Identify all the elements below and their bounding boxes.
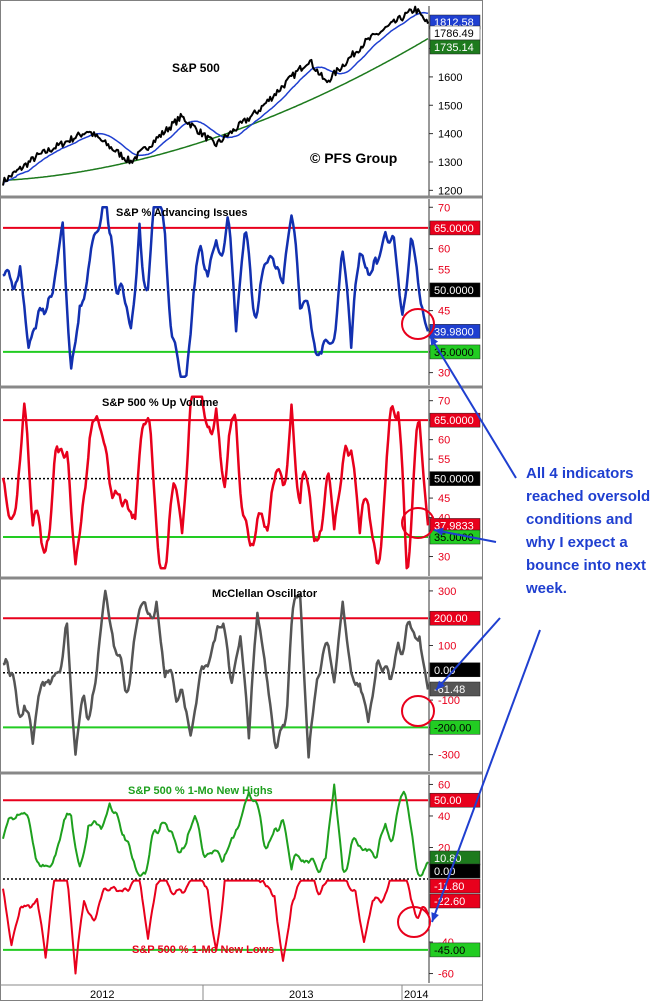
value-callout-label: 50.0000 (434, 474, 474, 486)
y-tick-label: 60 (438, 244, 450, 256)
ma50-line (2, 11, 429, 186)
oversold-annotation: All 4 indicators reached oversold condit… (526, 462, 666, 600)
y-tick-label: 300 (438, 586, 456, 598)
value-callout-label: 65.0000 (434, 223, 474, 235)
x-axis: 2012 2013 2014 (0, 984, 482, 1001)
annotation-line: reached oversold (526, 488, 651, 505)
y-tick-label: 1300 (438, 157, 462, 169)
price-line (2, 5, 429, 186)
y-tick-label: 100 (438, 640, 456, 652)
y-tick-label: -300 (438, 750, 460, 762)
panel-title: S&P % Advancing Issues (116, 207, 247, 219)
value-callout (429, 942, 481, 958)
annotation-arrow (433, 529, 497, 543)
y-tick-label: 1600 (438, 72, 462, 84)
annotation-arrowhead (430, 336, 439, 346)
panel-highslows: -60-40204060S&P 500 % 1-Mo New HighsS&P … (0, 771, 482, 983)
y-tick-label: 45 (438, 306, 450, 318)
mcclellan-line (2, 589, 430, 759)
panel-sp500: 120013001400150016001700S&P 500© PFS Gro… (2, 5, 481, 197)
value-callout (429, 471, 481, 486)
y-tick-label: -100 (438, 695, 460, 707)
annotation-line: All 4 indicators (526, 465, 634, 482)
value-callout (429, 529, 481, 545)
y-tick-label: 1400 (438, 129, 462, 141)
value-callout-label: 65.0000 (434, 415, 474, 427)
value-callout-label: -200.00 (434, 722, 471, 734)
annotation-arrow (429, 335, 517, 479)
value-callout-label: 1786.49 (434, 28, 474, 40)
annotation-arrow (431, 629, 541, 923)
value-callout (429, 282, 481, 298)
y-tick-label: 40 (438, 811, 450, 823)
y-tick-label: 70 (438, 396, 450, 408)
oversold-highlight-circle (401, 507, 435, 539)
new-lows-line (2, 879, 429, 975)
value-callout (429, 878, 481, 894)
panel-advancing: 303540455055606570S&P % Advancing Issues… (0, 195, 482, 385)
value-callout (429, 792, 481, 808)
annotation-line: bounce into next (526, 557, 646, 574)
value-callout-label: -22.60 (434, 896, 465, 908)
oversold-highlight-circle (401, 695, 435, 727)
value-callout (429, 220, 481, 236)
y-tick-label: 1200 (438, 185, 462, 197)
value-callout-label: 37.9833 (434, 520, 474, 532)
panel-title: S&P 500 (172, 61, 220, 75)
watermark: © PFS Group (310, 150, 397, 166)
value-callout (429, 863, 481, 879)
value-callout-label: -45.00 (434, 945, 465, 957)
upvolume-line (1, 395, 430, 570)
value-callout-label: 39.9800 (434, 326, 474, 338)
y-tick-label: 1500 (438, 100, 462, 112)
panel-title: S&P 500 % 1-Mo New Highs (128, 785, 273, 797)
value-callout-label: 50.00 (434, 795, 462, 807)
y-tick-label: 70 (438, 202, 450, 214)
y-tick-label: 55 (438, 454, 450, 466)
y-tick-label: 30 (438, 552, 450, 564)
value-callout (429, 324, 481, 339)
annotation-line: conditions and (526, 511, 633, 528)
x-tick-label: 2014 (404, 989, 428, 1001)
value-callout-label: 35.0000 (434, 347, 474, 359)
value-callout (429, 39, 481, 55)
y-tick-label: 60 (438, 435, 450, 447)
panel-subtitle: S&P 500 % 1-Mo New Lows (132, 944, 274, 956)
value-callout-label: 1735.14 (434, 42, 474, 54)
value-callout (429, 893, 481, 909)
x-tick-label: 2013 (289, 989, 313, 1001)
panel-upvolume: 303540455055606570S&P 500 % Up Volume65.… (0, 385, 482, 576)
value-callout (429, 720, 481, 735)
chart-frame (0, 0, 483, 1001)
value-callout-label: 50.0000 (434, 285, 474, 297)
new-highs-line (2, 783, 429, 877)
ma200-line (2, 37, 429, 182)
y-tick-label: 60 (438, 779, 450, 791)
panel-mcclellan: -300-200-100100200300McClellan Oscillato… (0, 576, 482, 771)
annotation-arrow (435, 617, 501, 691)
y-tick-label: 45 (438, 493, 450, 505)
x-tick-label: 2012 (90, 989, 114, 1001)
oversold-highlight-circle (397, 906, 431, 938)
annotation-line: week. (526, 580, 567, 597)
y-tick-label: 30 (438, 368, 450, 380)
y-tick-label: 55 (438, 264, 450, 276)
annotation-arrowhead (436, 680, 445, 690)
annotation-line: why I expect a (526, 534, 628, 551)
y-tick-label: -60 (438, 969, 454, 981)
value-callout (429, 610, 481, 626)
panel-title: McClellan Oscillator (212, 588, 318, 600)
value-callout-label: -11.80 (434, 881, 464, 893)
panel-title: S&P 500 % Up Volume (102, 397, 218, 409)
value-callout-label: 200.00 (434, 613, 468, 625)
advancing-line (2, 206, 430, 378)
annotation-arrowhead (431, 912, 439, 922)
oversold-highlight-circle (401, 308, 435, 340)
annotation-arrows (429, 335, 541, 923)
annotation-arrowhead (434, 527, 444, 536)
